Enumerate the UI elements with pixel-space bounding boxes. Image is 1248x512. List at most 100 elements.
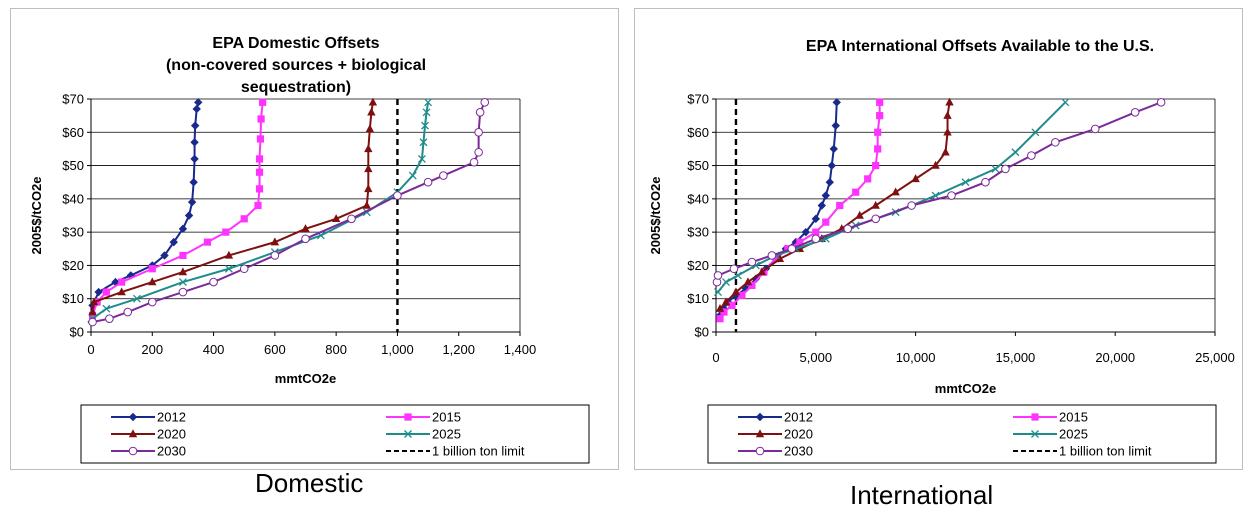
data-point: [190, 154, 199, 164]
y-tick-label: $40: [687, 191, 709, 206]
legend-label: 2030: [157, 444, 186, 459]
x-tick-label: 1,400: [504, 342, 537, 357]
y-axis-label: 2005$/tCO2e: [648, 176, 663, 254]
series-2020: [715, 97, 954, 312]
series-2012: [715, 98, 841, 320]
marker-stroke: [417, 154, 426, 163]
legend-label: 2012: [157, 410, 186, 425]
data-point: [240, 215, 248, 223]
legend-box: [80, 404, 590, 464]
x-tick-label: 15,000: [996, 350, 1036, 365]
y-tick-label: $70: [62, 92, 84, 107]
marker-stroke: [821, 234, 830, 243]
data-point: [93, 298, 101, 306]
marker-stroke: [961, 178, 970, 187]
legend-label: 2012: [784, 410, 813, 425]
data-point: [89, 297, 99, 306]
data-point: [947, 191, 956, 200]
data-point: [715, 304, 725, 312]
data-point: [259, 98, 267, 106]
data-point: [871, 200, 880, 209]
marker-stroke: [722, 278, 730, 287]
data-point: [365, 124, 375, 133]
data-point: [731, 287, 741, 296]
data-point: [362, 200, 371, 209]
data-point: [408, 171, 417, 180]
data-point: [714, 288, 722, 297]
data-point: [943, 127, 952, 136]
data-point: [836, 201, 844, 210]
x-tick-label: 800: [325, 342, 347, 357]
data-point: [864, 175, 872, 183]
data-point: [1051, 137, 1060, 147]
data-point: [105, 314, 114, 323]
data-point: [94, 287, 103, 297]
x-tick-label: 200: [141, 342, 163, 357]
legend-label: 2030: [784, 444, 813, 459]
data-point: [831, 121, 840, 130]
data-point: [368, 97, 378, 106]
x-tick-label: 1,000: [381, 342, 414, 357]
data-point: [1001, 164, 1010, 174]
series-2030: [88, 98, 490, 327]
data-point: [117, 287, 126, 296]
data-point: [192, 104, 201, 114]
legend-entry: 2025: [1013, 427, 1088, 442]
data-point: [722, 278, 730, 287]
data-point: [417, 154, 426, 163]
data-point: [203, 238, 212, 246]
data-point: [419, 138, 428, 147]
legend: 2012 2015 2020 2025 2030 1 billion ton limit: [80, 404, 590, 464]
data-point: [747, 257, 757, 267]
marker-stroke: [404, 430, 412, 438]
y-tick-label: $60: [62, 125, 84, 140]
data-point: [160, 251, 169, 260]
data-point: [209, 277, 218, 287]
data-point: [469, 157, 479, 167]
data-point: [961, 178, 970, 187]
y-axis-label: 2005$/tCO2e: [29, 176, 44, 254]
data-point: [190, 138, 199, 147]
data-point: [1130, 108, 1140, 117]
data-point: [194, 98, 203, 107]
data-point: [474, 147, 483, 157]
data-point: [991, 164, 1000, 173]
data-point: [147, 297, 157, 307]
data-point: [876, 98, 884, 106]
data-point: [148, 277, 157, 286]
y-tick-label: $70: [687, 92, 709, 107]
data-point: [169, 237, 178, 247]
y-tick-label: $20: [687, 258, 709, 273]
data-point: [255, 168, 264, 176]
legend-marker: [404, 430, 412, 438]
y-tick-label: $0: [70, 325, 84, 340]
legend-marker: [1031, 413, 1039, 421]
data-point: [1156, 98, 1166, 107]
data-point: [748, 281, 756, 289]
data-point: [222, 228, 230, 236]
data-point: [439, 171, 448, 180]
data-point: [757, 267, 767, 276]
data-point: [301, 234, 310, 244]
data-point: [981, 177, 990, 187]
y-tick-label: $40: [62, 191, 84, 206]
data-point: [728, 301, 736, 309]
data-point: [184, 211, 194, 220]
data-point: [743, 277, 753, 286]
legend-entry: 2012: [738, 410, 813, 425]
domestic-caption: Domestic: [255, 468, 364, 498]
data-point: [256, 135, 265, 143]
data-point: [178, 287, 188, 297]
legend-marker: [755, 429, 765, 438]
x-tick-label: 10,000: [896, 350, 936, 365]
legend-entry: 2015: [1013, 410, 1088, 425]
y-tick-label: $30: [687, 225, 709, 240]
data-point: [931, 191, 940, 200]
data-point: [738, 291, 746, 299]
legend-box: [707, 404, 1217, 464]
data-point: [88, 311, 97, 319]
marker-stroke: [421, 121, 429, 130]
data-point: [301, 224, 310, 233]
y-tick-label: $10: [687, 291, 709, 306]
data-point: [254, 201, 262, 210]
